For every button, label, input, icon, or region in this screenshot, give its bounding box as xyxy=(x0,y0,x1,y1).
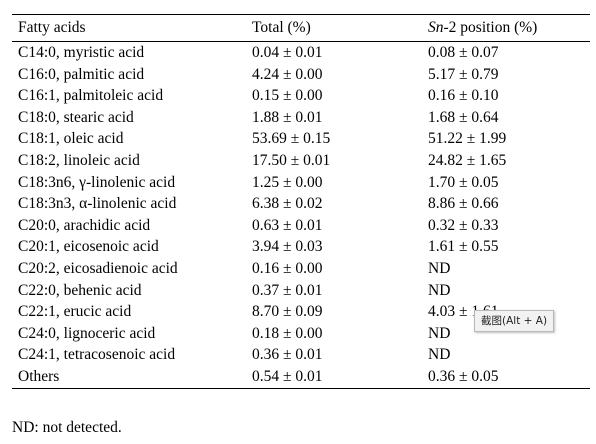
table-row: C18:0, stearic acid 1.88 ± 0.01 1.68 ± 0.6… xyxy=(12,107,590,129)
cell-fatty-acid: C18:3n6, γ-linolenic acid xyxy=(18,173,176,191)
table-body: C14:0, myristic acid 0.04 ± 0.01 0.08 ± 0.… xyxy=(12,42,590,388)
cell-fatty-acid: C20:0, arachidic acid xyxy=(18,216,151,234)
cell-sn2-position: 51.22 ± 1.99 xyxy=(428,130,507,148)
cell-sn2-position: 24.82 ± 1.65 xyxy=(428,151,507,169)
cell-fatty-acid: C22:1, erucic acid xyxy=(18,303,132,321)
cell-total: 0.15 ± 0.00 xyxy=(252,87,323,105)
cell-sn2-position: ND xyxy=(428,324,451,342)
table-row: C18:3n3, α-linolenic acid 6.38 ± 0.02 8.86… xyxy=(12,193,590,215)
table-row: C24:1, tetracosenoic acid 0.36 ± 0.01 ND xyxy=(12,344,590,366)
cell-total: 0.16 ± 0.00 xyxy=(252,259,323,277)
table-row: C22:1, erucic acid 8.70 ± 0.09 4.03 ± 1.61 xyxy=(12,301,590,323)
cell-fatty-acid: C14:0, myristic acid xyxy=(18,44,145,61)
cell-fatty-acid: C18:0, stearic acid xyxy=(18,108,134,126)
table-row: C18:2, linoleic acid 17.50 ± 0.01 24.82 ± … xyxy=(12,150,590,172)
cell-sn2-position: 0.32 ± 0.33 xyxy=(428,216,499,234)
cell-fatty-acid: Others xyxy=(18,367,60,385)
cell-sn2-position: 5.17 ± 0.79 xyxy=(428,65,499,83)
header-total: Total (%) xyxy=(252,19,311,36)
cell-total: 0.18 ± 0.00 xyxy=(252,324,323,342)
fatty-acid-table-container: Fatty acids Total (%) Sn-2 position (%) … xyxy=(12,14,590,389)
cell-sn2-position: ND xyxy=(428,346,451,364)
cell-fatty-acid: C24:1, tetracosenoic acid xyxy=(18,346,176,364)
cell-total: 3.94 ± 0.03 xyxy=(252,238,323,256)
cell-total: 0.37 ± 0.01 xyxy=(252,281,323,299)
header-sn2-italic: Sn xyxy=(428,19,444,36)
table-row: C22:0, behenic acid 0.37 ± 0.01 ND xyxy=(12,280,590,302)
cell-sn2-position: 0.08 ± 0.07 xyxy=(428,44,499,61)
cell-total: 0.04 ± 0.01 xyxy=(252,44,323,61)
table-row: C16:0, palmitic acid 4.24 ± 0.00 5.17 ± 0.… xyxy=(12,64,590,86)
table-row: C20:1, eicosenoic acid 3.94 ± 0.03 1.61 ± … xyxy=(12,236,590,258)
table-row: C20:2, eicosadienoic acid 0.16 ± 0.00 ND xyxy=(12,258,590,280)
cell-total: 6.38 ± 0.02 xyxy=(252,195,323,213)
fatty-acid-table: Fatty acids Total (%) Sn-2 position (%) … xyxy=(12,14,590,389)
table-row: C18:3n6, γ-linolenic acid 1.25 ± 0.00 1.70… xyxy=(12,172,590,194)
table-row: C24:0, lignoceric acid 0.18 ± 0.00 ND xyxy=(12,323,590,345)
cell-sn2-position: 1.68 ± 0.64 xyxy=(428,108,499,126)
table-header-row: Fatty acids Total (%) Sn-2 position (%) xyxy=(12,14,590,42)
cell-total: 0.36 ± 0.01 xyxy=(252,346,323,364)
cell-fatty-acid: C16:0, palmitic acid xyxy=(18,65,145,83)
table-row: C18:1, oleic acid 53.69 ± 0.15 51.22 ± 1.9… xyxy=(12,128,590,150)
cell-total: 8.70 ± 0.09 xyxy=(252,303,323,321)
cell-total: 0.54 ± 0.01 xyxy=(252,367,323,385)
cell-fatty-acid: C18:2, linoleic acid xyxy=(18,151,140,169)
table-footnote: ND: not detected. xyxy=(12,419,122,436)
cell-sn2-position: 0.16 ± 0.10 xyxy=(428,87,499,105)
cell-fatty-acid: C22:0, behenic acid xyxy=(18,281,142,299)
cell-sn2-position: 0.36 ± 0.05 xyxy=(428,367,499,385)
cell-total: 4.24 ± 0.00 xyxy=(252,65,323,83)
cell-sn2-position: 1.70 ± 0.05 xyxy=(428,173,499,191)
cell-total: 1.88 ± 0.01 xyxy=(252,108,323,126)
cell-total: 17.50 ± 0.01 xyxy=(252,151,331,169)
header-sn2-rest: -2 position (%) xyxy=(443,19,538,36)
cell-sn2-position: ND xyxy=(428,281,451,299)
table-row: C14:0, myristic acid 0.04 ± 0.01 0.08 ± 0.… xyxy=(12,42,590,64)
header-fatty-acids: Fatty acids xyxy=(18,19,86,36)
cell-fatty-acid: C20:1, eicosenoic acid xyxy=(18,238,159,256)
table-row: C20:0, arachidic acid 0.63 ± 0.01 0.32 ± 0… xyxy=(12,215,590,237)
cell-sn2-position: ND xyxy=(428,259,451,277)
cell-fatty-acid: C16:1, palmitoleic acid xyxy=(18,87,164,105)
cell-fatty-acid: C24:0, lignoceric acid xyxy=(18,324,156,342)
cell-total: 0.63 ± 0.01 xyxy=(252,216,323,234)
cell-total: 1.25 ± 0.00 xyxy=(252,173,323,191)
cell-fatty-acid: C18:1, oleic acid xyxy=(18,130,124,148)
cell-sn2-position: 1.61 ± 0.55 xyxy=(428,238,499,256)
screenshot-tooltip: 截图(Alt + A) xyxy=(474,310,555,332)
cell-sn2-position: 8.86 ± 0.66 xyxy=(428,195,499,213)
cell-fatty-acid: C20:2, eicosadienoic acid xyxy=(18,259,178,277)
cell-total: 53.69 ± 0.15 xyxy=(252,130,331,148)
table-row: Others 0.54 ± 0.01 0.36 ± 0.05 xyxy=(12,366,590,388)
header-sn2-position: Sn-2 position (%) xyxy=(422,15,590,42)
cell-fatty-acid: C18:3n3, α-linolenic acid xyxy=(18,195,177,213)
table-row: C16:1, palmitoleic acid 0.15 ± 0.00 0.16 ±… xyxy=(12,85,590,107)
